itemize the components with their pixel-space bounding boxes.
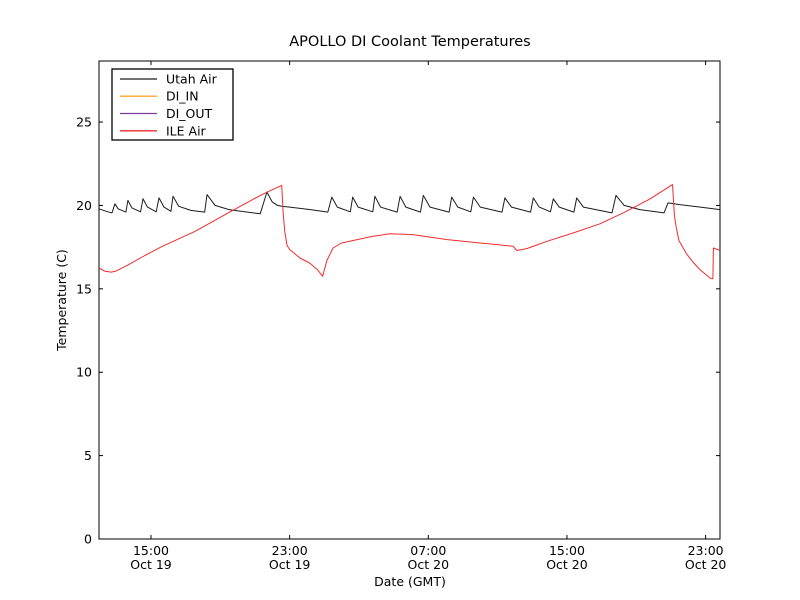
- legend-label-ile-air: ILE Air: [166, 123, 207, 138]
- x-tick-label-date: Oct 20: [685, 557, 727, 572]
- x-tick-label-date: Oct 20: [408, 557, 450, 572]
- x-tick-label-date: Oct 19: [269, 557, 311, 572]
- series-group: [98, 184, 721, 280]
- y-tick-label: 25: [76, 115, 92, 130]
- y-tick-label: 5: [84, 448, 92, 463]
- y-tick-label: 0: [84, 532, 92, 547]
- x-tick-label-time: 07:00: [410, 543, 446, 558]
- x-tick-label-date: Oct 20: [546, 557, 588, 572]
- chart-title: APOLLO DI Coolant Temperatures: [289, 34, 530, 50]
- x-tick-label-time: 23:00: [272, 543, 308, 558]
- legend-label-di-out: DI_OUT: [166, 106, 213, 121]
- y-axis-label: Temperature (C): [54, 249, 69, 352]
- x-axis-ticks: [150, 61, 707, 539]
- y-tick-label: 10: [76, 365, 92, 380]
- y-tick-label: 20: [76, 198, 92, 213]
- x-tick-label-date: Oct 19: [130, 557, 172, 572]
- x-tick-label-time: 15:00: [133, 543, 169, 558]
- y-tick-label: 15: [76, 281, 92, 296]
- y-axis-ticks: [99, 121, 720, 540]
- x-axis-label: Date (GMT): [374, 574, 446, 589]
- legend: Utah Air DI_IN DI_OUT ILE Air: [111, 68, 234, 141]
- x-tick-label-time: 15:00: [549, 543, 585, 558]
- legend-label-utah-air: Utah Air: [166, 72, 218, 87]
- plot-frame: [98, 60, 721, 540]
- x-tick-label-time: 23:00: [688, 543, 724, 558]
- legend-label-di-in: DI_IN: [166, 89, 199, 104]
- series-line-ile-air: [98, 184, 721, 280]
- series-line-utah-air: [98, 191, 721, 215]
- y-axis-tick-labels: 0 5 10 15 20 25: [76, 115, 92, 547]
- legend-box: [111, 68, 234, 141]
